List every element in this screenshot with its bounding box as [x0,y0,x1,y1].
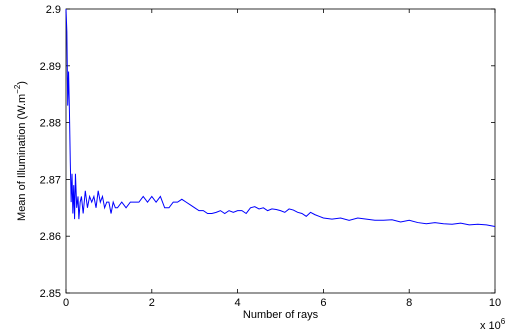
x-tick-label: 6 [320,297,326,309]
x-tick-label: 2 [149,297,155,309]
y-tick-label: 2.88 [40,118,61,130]
y-tick-label: 2.85 [40,288,61,300]
x-tick-labels: 0 2 4 6 8 10 [63,297,501,309]
y-tick-labels: 2.85 2.86 2.87 2.88 2.89 2.9 [40,4,61,300]
plot-frame [65,8,496,294]
y-tick-label: 2.87 [40,174,61,186]
y-tick-label: 2.89 [40,61,61,73]
x-tick-label: 0 [63,297,69,309]
x-axis-multiplier: x 106 [480,317,506,331]
y-tick-label: 2.86 [40,231,61,243]
x-tick-label: 10 [489,297,501,309]
plot-area [65,8,496,294]
x-axis-label: Number of rays [243,309,319,321]
x-tick-label: 8 [406,297,412,309]
series-line [65,8,496,228]
y-axis-label-exponent: −2 [13,84,22,94]
y-axis-label-main: Mean of Illumination (W.m [16,94,28,221]
y-tick-label: 2.9 [46,4,61,16]
x-axis-multiplier-exponent: 6 [501,317,506,326]
axis-ticks [65,8,496,294]
y-axis-label-suffix: ) [16,81,28,85]
x-tick-label: 4 [235,297,241,309]
x-axis-multiplier-base: x 10 [480,320,501,331]
y-axis-label: Mean of Illumination (W.m−2) [13,81,28,221]
